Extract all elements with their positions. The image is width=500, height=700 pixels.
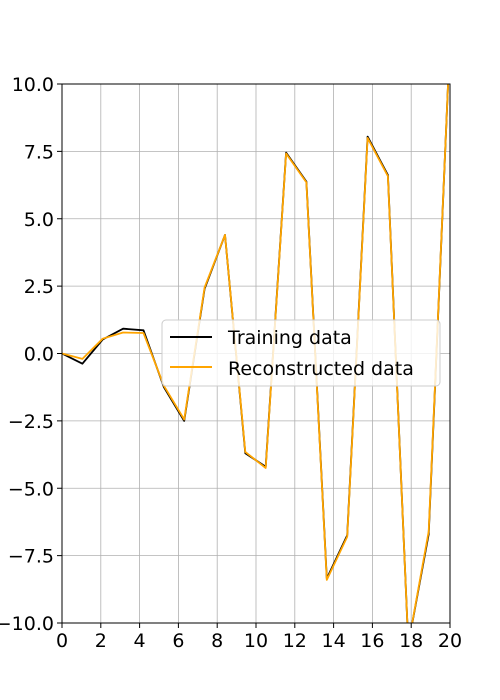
x-tick-label: 0	[56, 630, 68, 652]
y-tick-label: 7.5	[24, 141, 54, 163]
x-tick-label: 10	[244, 630, 268, 652]
y-axis: −10.0 −7.5 −5.0 −2.5 0.0 2.5 5.0 7.5 10.0	[0, 74, 62, 635]
x-tick-label: 20	[438, 630, 462, 652]
x-tick-label: 6	[172, 630, 184, 652]
x-tick-label: 4	[134, 630, 146, 652]
series-layer	[62, 84, 449, 623]
x-tick-label: 16	[360, 630, 384, 652]
x-tick-label: 12	[283, 630, 307, 652]
x-tick-label: 18	[399, 630, 423, 652]
x-axis: 0 2 4 6 8 10 12 14 16 18 20	[56, 623, 462, 652]
y-tick-label: 5.0	[24, 209, 54, 231]
x-tick-label: 14	[322, 630, 346, 652]
y-tick-label: 10.0	[12, 74, 54, 96]
y-tick-label: −5.0	[8, 478, 54, 500]
legend-label-training: Training data	[227, 327, 352, 349]
y-tick-label: 2.5	[24, 276, 54, 298]
legend-box	[161, 319, 441, 387]
x-tick-label: 2	[95, 630, 107, 652]
x-tick-label: 8	[211, 630, 223, 652]
legend: Training data Reconstructed data	[161, 319, 441, 387]
y-tick-label: −7.5	[8, 546, 54, 568]
y-tick-label: −10.0	[0, 613, 54, 635]
y-tick-label: 0.0	[24, 344, 54, 366]
y-tick-label: −2.5	[8, 411, 54, 433]
series-line-reconstructed	[62, 84, 449, 623]
legend-label-reconstructed: Reconstructed data	[228, 358, 414, 380]
